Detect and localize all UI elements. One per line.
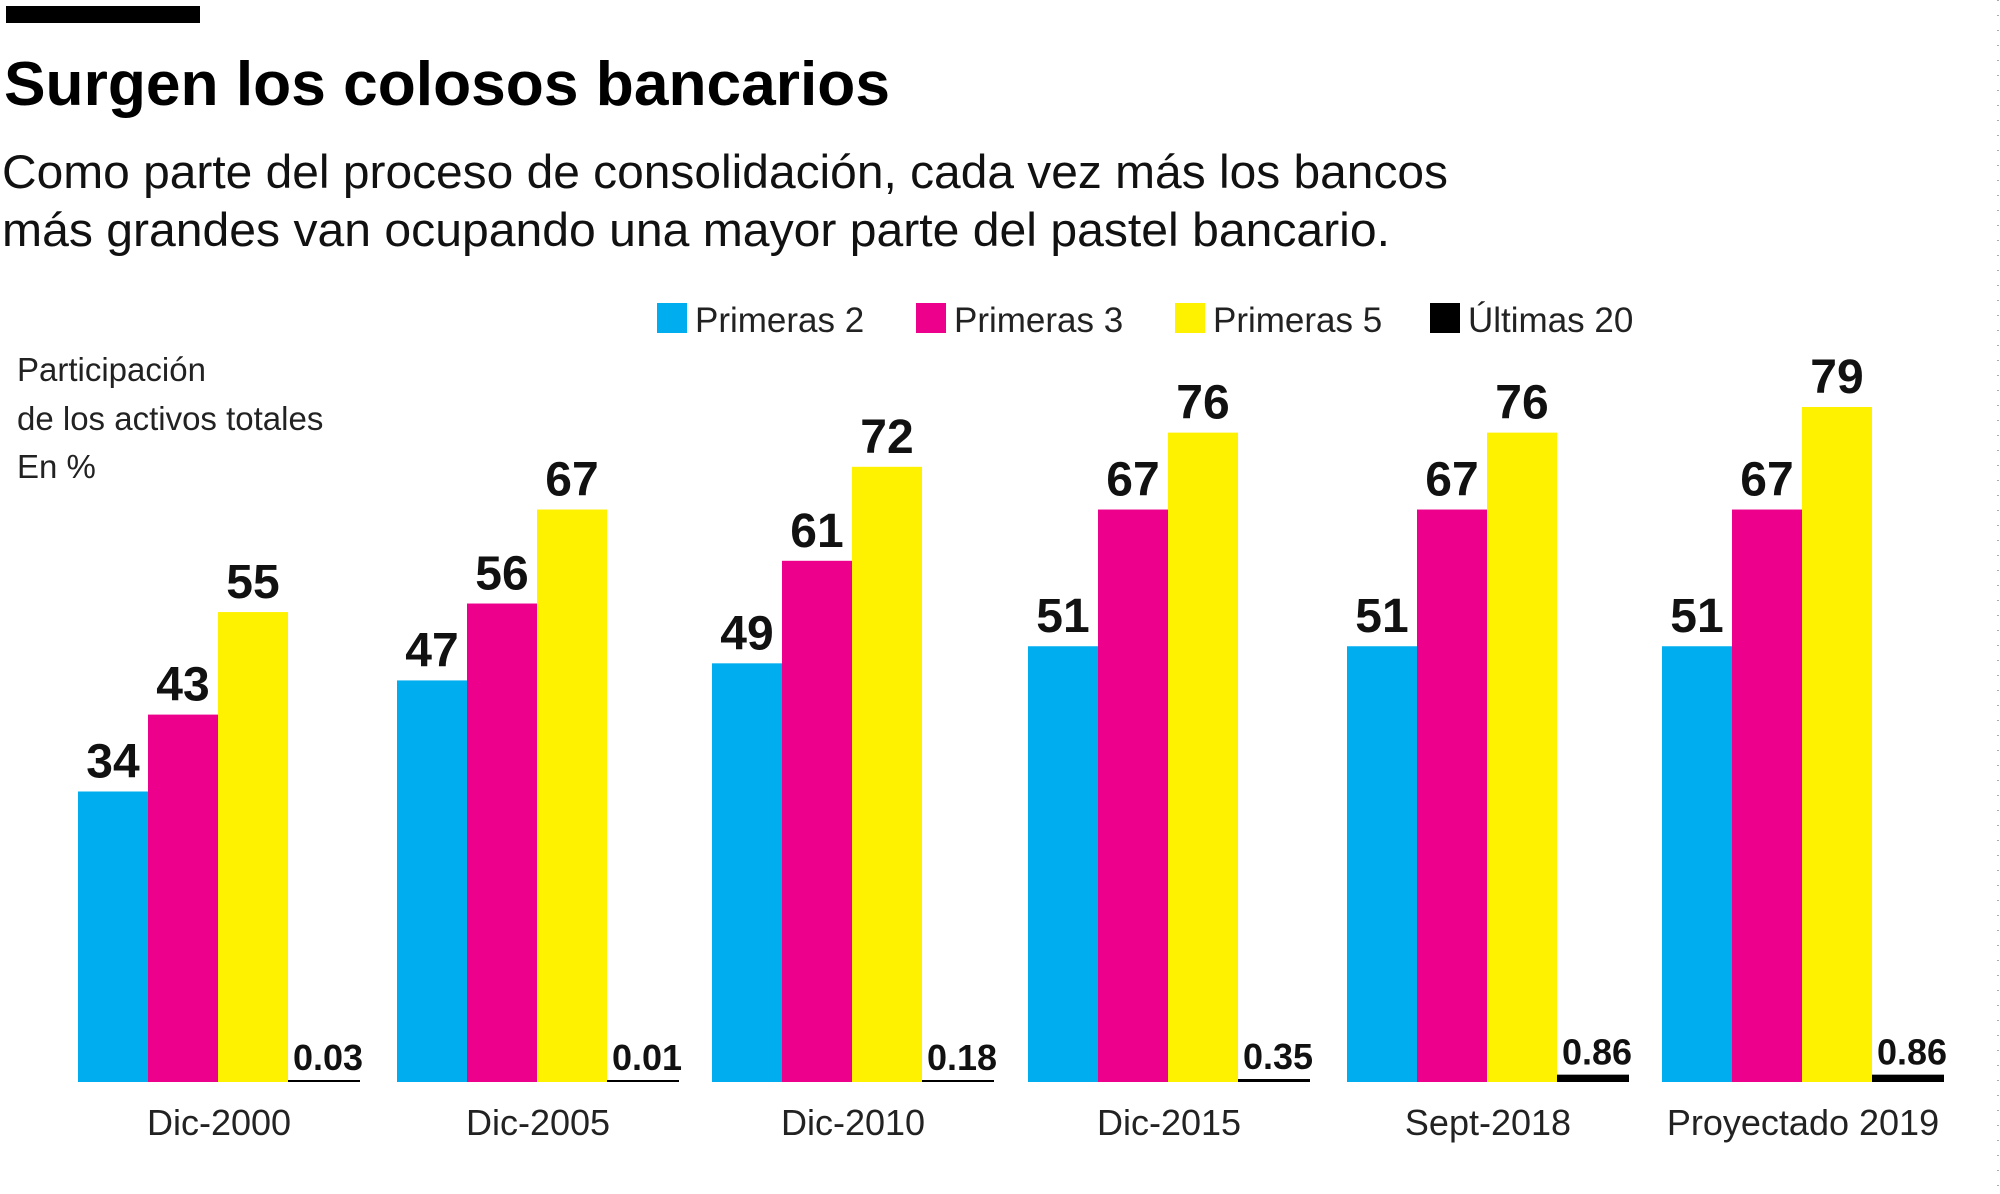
bar-1-1	[467, 603, 537, 1082]
x-tick-label-3: Dic-2015	[1097, 1102, 1241, 1143]
bar-1-5	[1732, 509, 1802, 1083]
bar-1-4	[1417, 509, 1487, 1083]
bar-2-3	[1168, 432, 1238, 1082]
title-accent-bar	[6, 6, 200, 23]
bar-3-5	[1872, 1074, 1944, 1082]
x-tick-label-1: Dic-2005	[466, 1102, 610, 1143]
bar-2-4	[1487, 432, 1557, 1082]
bar-0-3	[1028, 646, 1098, 1082]
data-label-3-2: 0.18	[927, 1037, 997, 1078]
data-label-1-1: 56	[475, 548, 528, 601]
bar-3-1	[607, 1080, 679, 1082]
data-label-3-3: 0.35	[1243, 1036, 1313, 1077]
data-label-3-5: 0.86	[1877, 1032, 1947, 1073]
legend-label-3: Últimas 20	[1468, 301, 1633, 340]
legend-swatch-0	[657, 303, 687, 333]
chart-subtitle-line-1: Como parte del proceso de consolidación,…	[2, 145, 1448, 198]
bar-2-1	[537, 509, 607, 1083]
x-tick-label-4: Sept-2018	[1405, 1102, 1571, 1143]
bar-0-5	[1662, 646, 1732, 1082]
data-label-0-2: 49	[720, 607, 773, 660]
data-label-0-1: 47	[405, 624, 458, 677]
bar-2-0	[218, 612, 288, 1082]
bar-3-4	[1557, 1074, 1629, 1082]
data-label-2-0: 55	[226, 556, 279, 609]
bar-0-1	[397, 680, 467, 1082]
y-axis-label-line-2: de los activos totales	[17, 400, 323, 437]
legend-swatch-1	[916, 303, 946, 333]
data-label-0-4: 51	[1355, 590, 1408, 643]
data-label-1-2: 61	[790, 505, 843, 558]
x-tick-label-5: Proyectado 2019	[1667, 1102, 1939, 1143]
y-axis-label-line-3: En %	[17, 448, 96, 485]
data-label-3-4: 0.86	[1562, 1032, 1632, 1073]
y-axis-label-line-1: Participación	[17, 351, 206, 388]
data-label-0-0: 34	[86, 735, 140, 788]
data-label-2-3: 76	[1176, 377, 1229, 430]
chart-title: Surgen los colosos bancarios	[4, 50, 890, 119]
data-label-2-2: 72	[860, 411, 913, 464]
legend-swatch-2	[1175, 303, 1205, 333]
data-label-1-0: 43	[156, 659, 209, 712]
legend-label-2: Primeras 5	[1213, 301, 1382, 340]
bar-3-3	[1238, 1079, 1310, 1082]
legend-label-1: Primeras 3	[954, 301, 1123, 340]
bar-2-2	[852, 466, 922, 1082]
data-label-3-1: 0.01	[612, 1037, 682, 1078]
data-label-3-0: 0.03	[293, 1037, 363, 1078]
bar-0-4	[1347, 646, 1417, 1082]
data-label-2-4: 76	[1495, 377, 1548, 430]
chart-subtitle-line-2: más grandes van ocupando una mayor parte…	[2, 203, 1390, 256]
data-label-0-3: 51	[1036, 590, 1089, 643]
data-label-2-5: 79	[1810, 351, 1863, 404]
legend-swatch-3	[1430, 303, 1460, 333]
data-label-2-1: 67	[545, 454, 598, 507]
x-tick-label-0: Dic-2000	[147, 1102, 291, 1143]
bar-0-2	[712, 663, 782, 1082]
bar-1-0	[148, 714, 218, 1082]
bar-2-5	[1802, 407, 1872, 1082]
bar-0-0	[78, 791, 148, 1082]
bar-3-2	[922, 1080, 994, 1082]
data-label-1-3: 67	[1106, 454, 1159, 507]
x-tick-label-2: Dic-2010	[781, 1102, 925, 1143]
data-label-0-5: 51	[1670, 590, 1723, 643]
data-label-1-4: 67	[1425, 454, 1478, 507]
bar-1-2	[782, 560, 852, 1082]
bar-3-0	[288, 1080, 360, 1082]
legend: Primeras 2 Primeras 3 Primeras 5 Últimas 20	[657, 301, 1633, 340]
legend-label-0: Primeras 2	[695, 301, 864, 340]
bar-1-3	[1098, 509, 1168, 1083]
data-label-1-5: 67	[1740, 454, 1793, 507]
